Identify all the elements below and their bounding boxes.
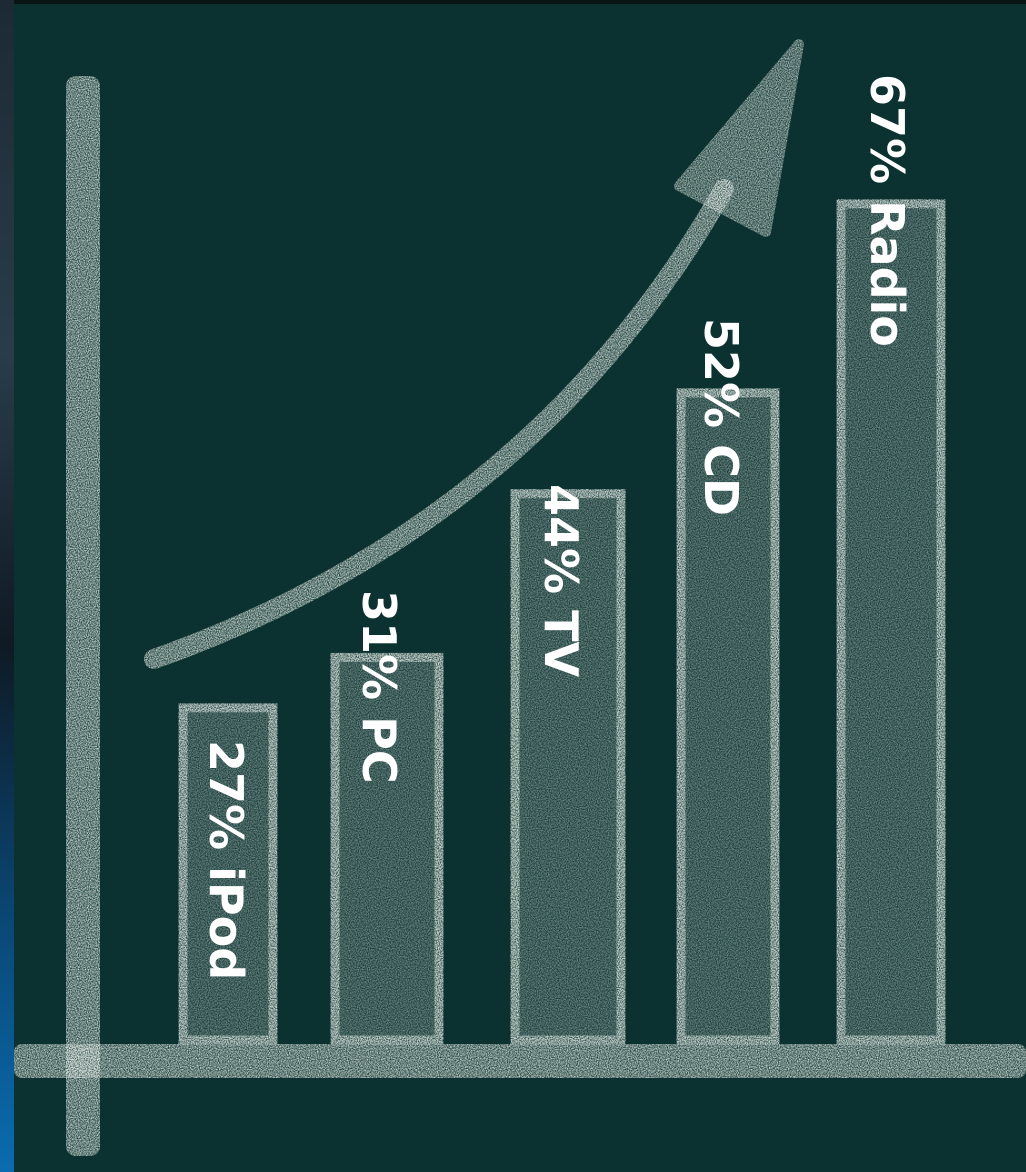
bar-outline — [836, 199, 946, 1045]
bar-chart: 27% iPod 31% PC 44% TV 52% CD 67% Radio — [14, 39, 1026, 1156]
trend-arrow-head — [674, 39, 804, 237]
bar-fill — [837, 199, 945, 1045]
trend-arrow-shaft — [144, 179, 734, 669]
bar-ipod — [178, 703, 278, 1045]
bar-outline — [676, 388, 780, 1045]
left-background-strip — [0, 0, 14, 1172]
data-label-pc: 31% PC — [352, 590, 406, 784]
bar-outline — [330, 652, 444, 1045]
bar-fill — [331, 653, 443, 1044]
data-label-cd: 52% CD — [694, 318, 748, 516]
data-label-radio: 67% Radio — [860, 74, 914, 347]
data-label-ipod: 27% iPod — [199, 740, 253, 980]
bar-cd — [676, 388, 780, 1045]
chalkboard: 27% iPod 31% PC 44% TV 52% CD 67% Radio — [14, 4, 1026, 1172]
bar-radio — [836, 199, 946, 1045]
bar-pc — [330, 652, 444, 1045]
bar-outline — [178, 703, 278, 1045]
data-label-tv: 44% TV — [534, 484, 588, 677]
bar-fill — [511, 489, 625, 1045]
bar-fill — [179, 703, 277, 1044]
x-axis-line — [14, 1044, 1026, 1078]
bar-outline — [510, 489, 626, 1045]
top-edge — [0, 0, 1026, 4]
y-axis-line — [66, 76, 100, 1156]
bar-fill — [677, 388, 779, 1044]
trend-arrow — [144, 39, 804, 669]
bar-tv — [510, 489, 626, 1045]
